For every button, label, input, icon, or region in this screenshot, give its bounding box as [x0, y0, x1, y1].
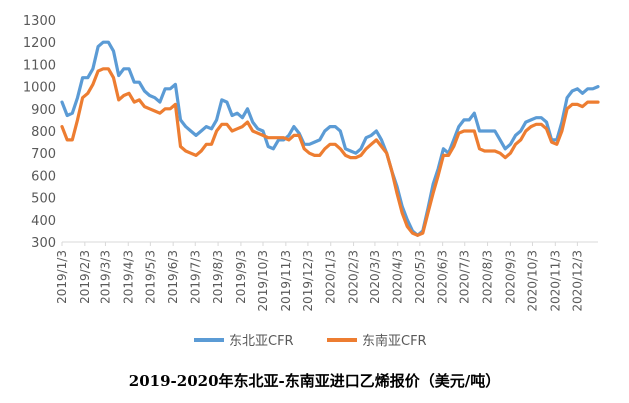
x-tick-label: 2020/4/3 — [391, 250, 405, 304]
x-tick-label: 2019/7/3 — [188, 250, 202, 304]
x-tick-label: 2019/9/3 — [234, 250, 248, 304]
x-tick-label: 2019/10/3 — [256, 250, 270, 312]
y-tick-label: 1100 — [23, 58, 56, 73]
legend: 东北亚CFR 东南亚CFR — [194, 333, 427, 349]
y-tick-label: 400 — [31, 214, 56, 229]
x-tick-label: 2019/6/3 — [166, 250, 180, 304]
x-tick-label: 2020/11/3 — [548, 250, 562, 312]
y-tick-label: 1200 — [23, 36, 56, 51]
x-tick-label: 2020/2/3 — [347, 250, 361, 304]
y-tick-label: 700 — [31, 147, 56, 162]
x-tick-label: 2020/3/3 — [368, 250, 382, 304]
x-tick-label: 2019/1/3 — [55, 250, 69, 304]
y-tick-label: 900 — [31, 103, 56, 118]
x-tick-label: 2020/1/3 — [324, 250, 338, 304]
y-tick-label: 500 — [31, 192, 56, 207]
x-axis-ticks: 2019/1/3 2019/2/3 2019/3/3 2019/4/3 2019/5/3… — [55, 242, 584, 312]
x-tick-label: 2020/12/3 — [570, 250, 584, 312]
x-tick-label: 2020/8/3 — [481, 250, 495, 304]
line-chart: 300 400 500 600 700 800 900 1000 1100 1200 1300 20… — [23, 14, 600, 349]
y-axis-ticks: 300 400 500 600 700 800 900 1000 1100 1200 1300 — [23, 14, 56, 251]
y-tick-label: 800 — [31, 125, 56, 140]
series-lines — [60, 40, 600, 237]
y-tick-label: 1300 — [23, 14, 56, 29]
x-tick-label: 2020/5/3 — [413, 250, 427, 304]
legend-label-northeast-asia: 东北亚CFR — [229, 334, 294, 349]
x-tick-label: 2020/6/3 — [436, 250, 450, 304]
series-line-southeast-asia — [60, 67, 600, 237]
series-line-northeast-asia — [60, 40, 600, 237]
x-tick-label: 2019/11/3 — [279, 250, 293, 312]
x-tick-label: 2019/2/3 — [78, 250, 92, 304]
x-tick-label: 2019/3/3 — [98, 250, 112, 304]
chart-caption: 2019-2020年东北亚-东南亚进口乙烯报价（美元/吨） — [128, 372, 501, 390]
x-tick-label: 2019/4/3 — [121, 250, 135, 304]
x-tick-label: 2019/12/3 — [301, 250, 315, 312]
y-tick-label: 1000 — [23, 81, 56, 96]
y-tick-label: 300 — [31, 236, 56, 251]
x-tick-label: 2020/7/3 — [458, 250, 472, 304]
x-tick-label: 2019/8/3 — [211, 250, 225, 304]
y-tick-label: 600 — [31, 169, 56, 184]
x-tick-label: 2019/5/3 — [143, 250, 157, 304]
x-tick-label: 2020/10/3 — [525, 250, 539, 312]
x-tick-label: 2020/9/3 — [503, 250, 517, 304]
legend-label-southeast-asia: 东南亚CFR — [362, 333, 427, 349]
